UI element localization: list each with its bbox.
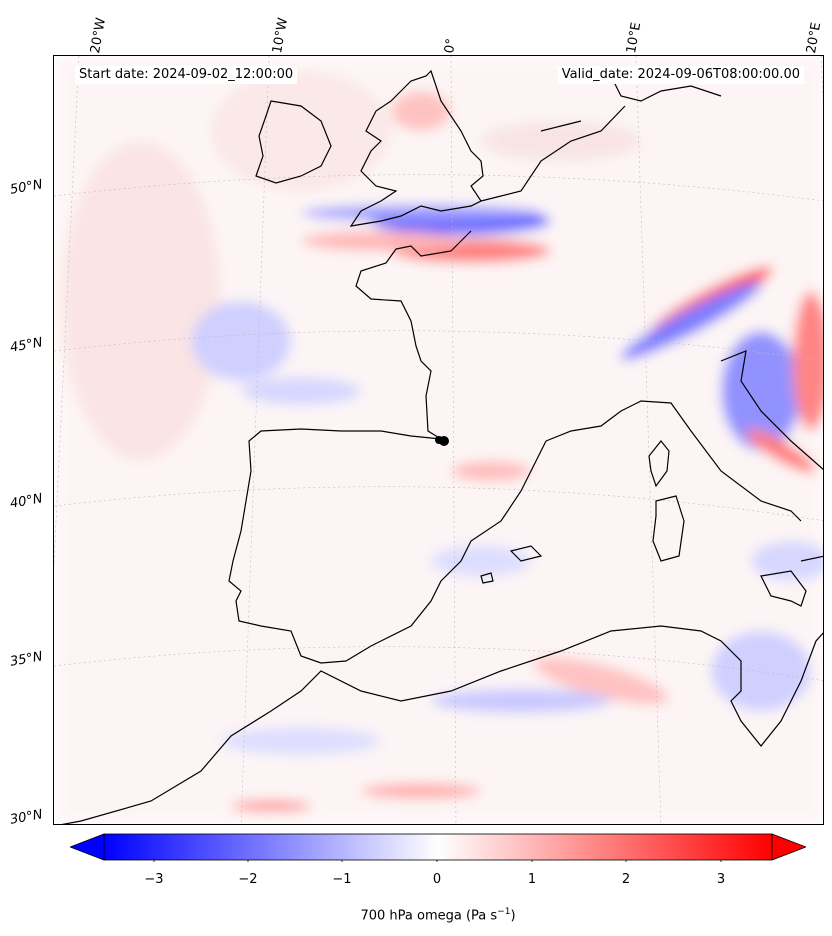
colorbar-label: 700 hPa omega (Pa s−1) xyxy=(360,907,516,924)
lon-label: 10°E xyxy=(624,21,645,55)
lat-label: 30°N xyxy=(8,807,44,828)
colorbar-tick: −3 xyxy=(144,872,164,887)
lat-label: 35°N xyxy=(8,649,44,670)
colorbar xyxy=(70,833,806,862)
colorbar-tick: 3 xyxy=(716,872,726,887)
lat-label: 40°N xyxy=(8,491,44,512)
lon-label: 20°W xyxy=(88,16,110,55)
colorbar-tick: −2 xyxy=(238,872,258,887)
lat-label: 45°N xyxy=(8,335,44,356)
colorbar-tick: −1 xyxy=(332,872,352,887)
map-canvas xyxy=(54,56,823,824)
omega-field xyxy=(54,56,823,824)
colorbar-tick: 0 xyxy=(432,872,442,887)
lon-label: 10°W xyxy=(270,16,292,55)
lon-label: 0° xyxy=(442,37,460,55)
lat-label: 50°N xyxy=(8,177,44,198)
colorbar-extend-low xyxy=(70,833,105,861)
map-panel xyxy=(53,55,824,825)
lon-label: 20°E xyxy=(804,21,825,55)
valid-date-annotation: Valid_date: 2024-09-06T08:00:00.00 xyxy=(557,66,804,84)
colorbar-body xyxy=(103,833,773,861)
colorbar-extend-high xyxy=(771,833,806,861)
start-date-annotation: Start date: 2024-09-02_12:00:00 xyxy=(75,66,298,84)
colorbar-tick: 1 xyxy=(527,872,537,887)
graticule xyxy=(54,56,823,824)
coastlines xyxy=(61,69,823,824)
site-marker xyxy=(435,436,449,446)
colorbar-tick: 2 xyxy=(621,872,631,887)
